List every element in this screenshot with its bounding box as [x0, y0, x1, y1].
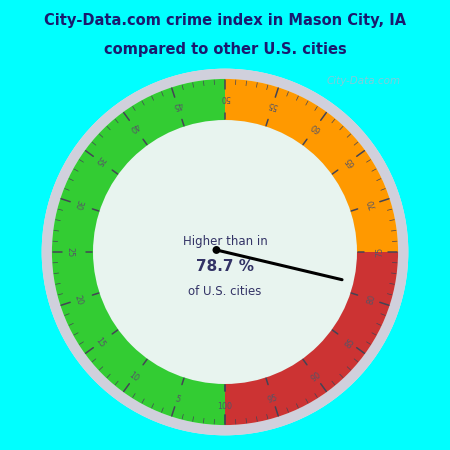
Text: 70: 70	[366, 198, 378, 211]
Text: compared to other U.S. cities: compared to other U.S. cities	[104, 42, 346, 57]
Circle shape	[94, 122, 356, 382]
Wedge shape	[225, 79, 398, 252]
Text: 15: 15	[93, 336, 107, 350]
Circle shape	[213, 247, 220, 253]
Circle shape	[42, 69, 408, 435]
Text: City-Data.com: City-Data.com	[327, 76, 401, 86]
Text: 30: 30	[72, 198, 84, 210]
Text: City-Data.com crime index in Mason City, IA: City-Data.com crime index in Mason City,…	[44, 13, 406, 28]
Text: 100: 100	[217, 402, 233, 411]
Text: 45: 45	[171, 99, 184, 111]
Wedge shape	[52, 79, 225, 425]
Text: 40: 40	[127, 120, 141, 133]
Text: 75: 75	[375, 247, 384, 257]
Text: 55: 55	[266, 99, 279, 111]
Text: 95: 95	[266, 393, 279, 405]
Text: 65: 65	[343, 154, 357, 168]
Text: 90: 90	[309, 370, 323, 384]
Text: 25: 25	[66, 247, 75, 257]
Text: 80: 80	[366, 294, 378, 306]
Text: 5: 5	[173, 394, 181, 404]
Text: Higher than in: Higher than in	[183, 235, 267, 248]
Text: 35: 35	[93, 154, 107, 168]
Wedge shape	[225, 252, 398, 425]
Text: 78.7 %: 78.7 %	[196, 259, 254, 274]
Circle shape	[93, 120, 357, 384]
Text: 60: 60	[309, 120, 323, 133]
Wedge shape	[42, 69, 408, 435]
Text: 20: 20	[72, 293, 84, 306]
Text: 10: 10	[127, 371, 141, 384]
Text: 50: 50	[220, 93, 230, 102]
Text: 85: 85	[343, 336, 357, 350]
Text: of U.S. cities: of U.S. cities	[188, 285, 262, 298]
